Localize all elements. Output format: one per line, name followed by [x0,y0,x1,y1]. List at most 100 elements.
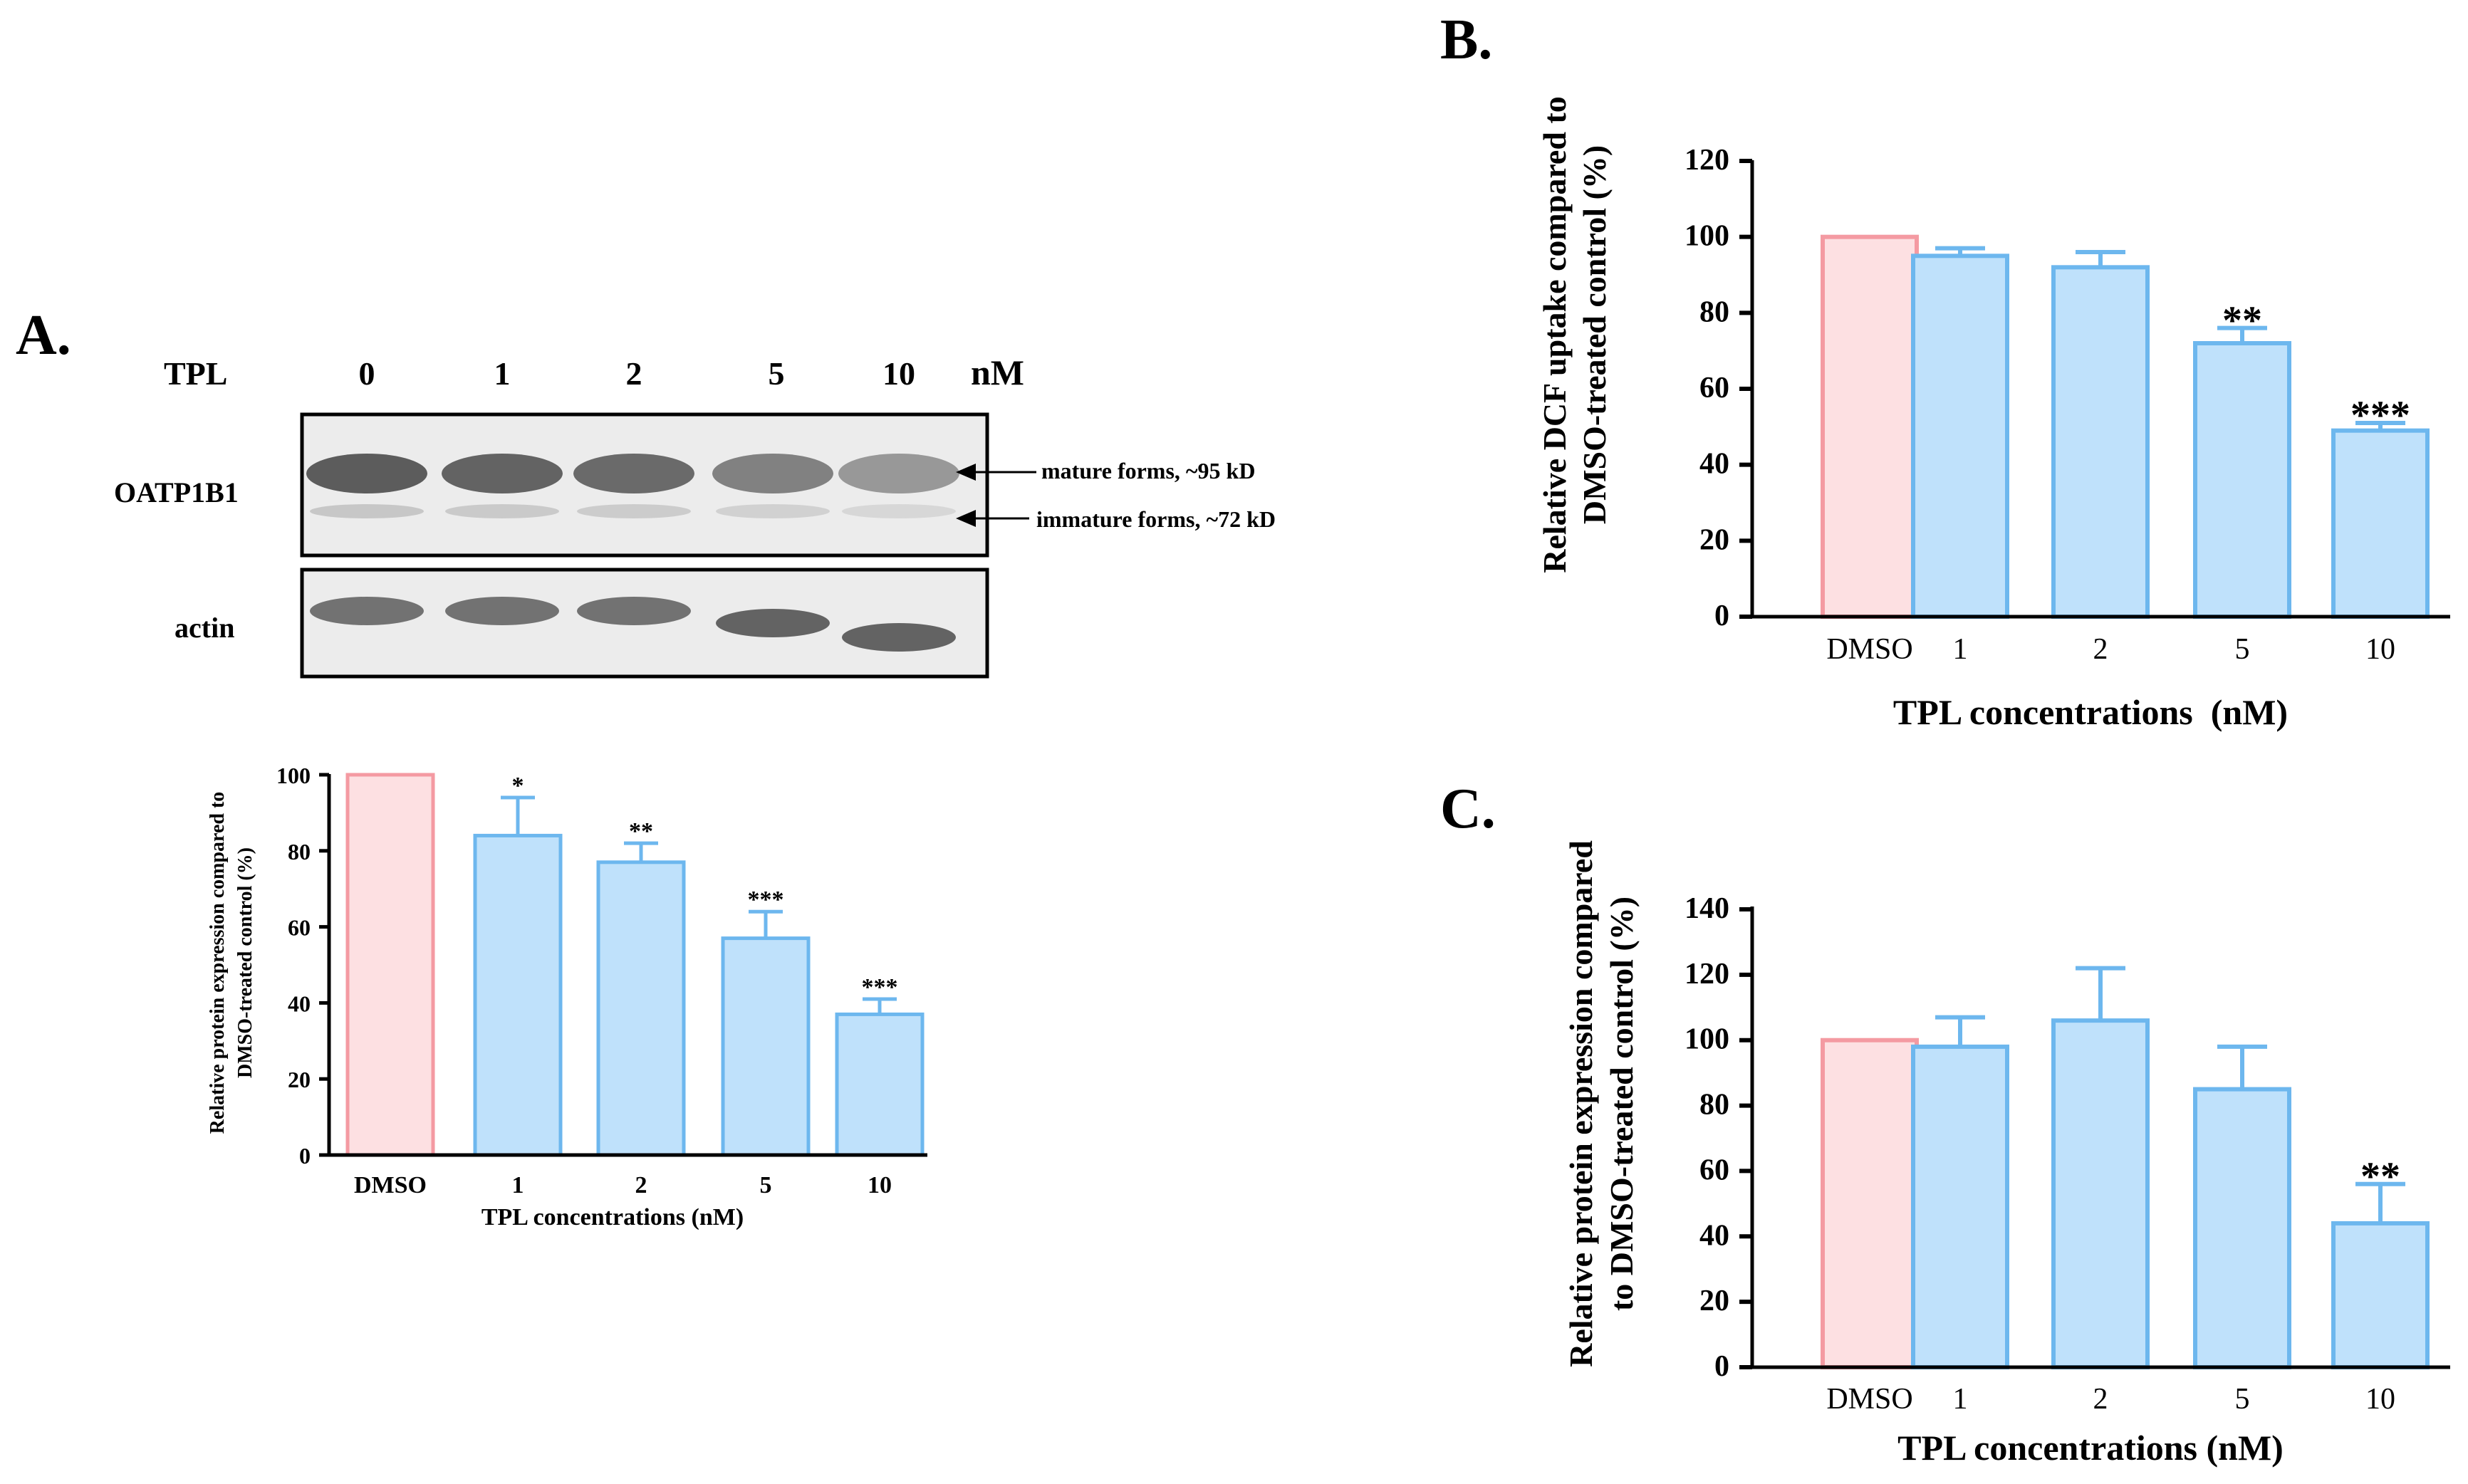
panel-a-label: A. [16,304,71,367]
blot-row-label-actin: actin [175,612,234,644]
chart-b-x-axis-label: TPL concentrations (nM) [1893,692,2288,732]
blot-band-oatp1b1 [573,454,694,493]
chart-b-y-ticks [1739,159,1752,619]
chart-b-y-tick-label: 40 [1699,448,1729,481]
chart-a-y-tick-label: 60 [288,915,311,941]
blot-unit-label: nM [971,352,1024,392]
blot-bands [306,454,959,652]
chart-a-x-tick-label: 5 [760,1172,772,1198]
bar-10 [2331,1221,2430,1370]
chart-a-y-tick-label: 80 [288,839,311,864]
chart-c-y-tick-label: 40 [1699,1219,1729,1252]
chart-c-x-axis-label: TPL concentrations (nM) [1897,1428,2284,1468]
chart-c-y-tick-label: 60 [1699,1154,1729,1186]
bar-dmso [345,773,435,1157]
bar-5 [2193,1087,2291,1370]
chart-a-y-tick-label: 100 [276,763,311,788]
bar-10 [835,1012,925,1157]
blot-lane-label: 5 [769,355,785,392]
bar-dmso [1821,1038,1919,1369]
bar-2 [596,860,686,1157]
blot-band-oatp1b1-immature [842,504,956,518]
bar-dmso [1821,234,1919,619]
blot-band-actin [716,609,830,637]
chart-a-y-tick-label: 20 [288,1067,311,1092]
chart-c-y-tick-label: 100 [1685,1023,1729,1056]
panel-b-label: B. [1440,9,1492,71]
blot-band-oatp1b1-immature [445,504,559,518]
blot-band-oatp1b1-immature [716,504,830,518]
bar-1 [1911,1044,2009,1370]
significance-marker: *** [862,974,898,1000]
chart-a: ********* 0 20 40 60 80 100 DMSO 1 2 5 1… [207,763,927,1230]
chart-b-y-tick-label: 120 [1685,144,1729,177]
blot-band-oatp1b1 [442,454,563,493]
chart-b-y-axis-label-line1: Relative DCF uptake compared to [1536,96,1573,573]
bar-2 [2051,265,2150,619]
chart-b-bars [1821,234,2430,620]
chart-b: B. ***** 0 20 40 60 80 100 120 DMSO 1 2 … [1440,9,2450,732]
chart-b-significance: ***** [2222,298,2410,437]
chart-b-y-tick-label: 80 [1699,296,1729,328]
significance-marker: * [512,773,524,799]
chart-a-x-tick-label: DMSO [354,1172,427,1198]
chart-c-x-tick-label: 2 [2093,1383,2108,1416]
chart-b-x-tick-label: 1 [1953,633,1968,666]
chart-b-y-tick-label: 60 [1699,372,1729,404]
chart-b-y-tick-label: 0 [1714,600,1729,632]
blot-lane-label: 1 [494,355,511,392]
significance-marker: ** [629,818,653,845]
blot-band-oatp1b1-immature [577,504,691,518]
blot-row-label-oatp1b1: OATP1B1 [114,476,239,508]
chart-c-y-tick-label: 120 [1685,958,1729,991]
chart-a-x-tick-label: 2 [635,1172,647,1198]
blot-band-actin [310,597,424,625]
chart-c-y-tick-label: 0 [1714,1350,1729,1383]
bar-10 [2331,428,2430,620]
chart-a-y-tick-label: 40 [288,991,311,1016]
significance-marker: *** [2350,394,2410,438]
chart-b-error-bars [1935,246,2405,431]
chart-c-error-bars [1935,966,2405,1223]
blot-lane-label: 0 [359,355,375,392]
chart-a-x-tick-label: 1 [512,1172,524,1198]
significance-marker: ** [2360,1154,2400,1198]
chart-a-y-axis-label-line2: DMSO-treated control (%) [234,847,256,1078]
chart-c-y-axis-label-line1: Relative protein expression compared [1563,840,1599,1367]
chart-b-x-tick-label: 2 [2093,633,2108,666]
chart-a-y-axis-label-line1: Relative protein expression compared to [207,792,229,1134]
blot-band-actin [842,623,956,652]
blot-annotation-mature: mature forms, ~95 kD [1041,458,1255,484]
blot-band-oatp1b1 [838,454,959,493]
blot-band-oatp1b1 [712,454,833,493]
blot-treatment-label: TPL [164,355,227,392]
blot-band-actin [577,597,691,625]
blot-band-oatp1b1 [306,454,427,493]
chart-b-y-axis-label-line2: DMSO-treated control (%) [1576,145,1613,524]
chart-a-x-tick-label: 10 [868,1172,892,1198]
chart-c-x-tick-label: 5 [2235,1383,2250,1416]
chart-b-x-tick-label: 5 [2235,633,2250,666]
western-blot: TPL 0 1 2 5 10 nM OATP1B1 actin mature f… [114,352,1276,679]
chart-b-y-tick-label: 20 [1699,523,1729,556]
chart-b-y-tick-label: 100 [1685,220,1729,253]
panel-c-label: C. [1440,778,1496,840]
chart-c-x-tick-label: 1 [1953,1383,1968,1416]
bar-2 [2051,1018,2150,1369]
chart-c-y-tick-label: 140 [1685,892,1729,925]
chart-c-y-tick-label: 20 [1699,1285,1729,1317]
chart-c-bars [1821,1018,2430,1370]
chart-c-x-tick-label: 10 [2365,1383,2395,1416]
arrow-head-mature [956,464,976,481]
chart-c-significance: ** [2360,1154,2400,1198]
blot-annotation-immature: immature forms, ~72 kD [1036,506,1276,532]
chart-a-significance: ********* [512,773,898,1000]
arrow-head-immature [956,510,976,527]
chart-b-x-tick-label: DMSO [1826,633,1912,666]
bar-1 [473,833,563,1157]
chart-a-x-axis-label: TPL concentrations (nM) [481,1204,744,1230]
chart-b-x-tick-label: 10 [2365,633,2395,666]
chart-a-y-tick-label: 0 [299,1143,311,1169]
blot-band-actin [445,597,559,625]
